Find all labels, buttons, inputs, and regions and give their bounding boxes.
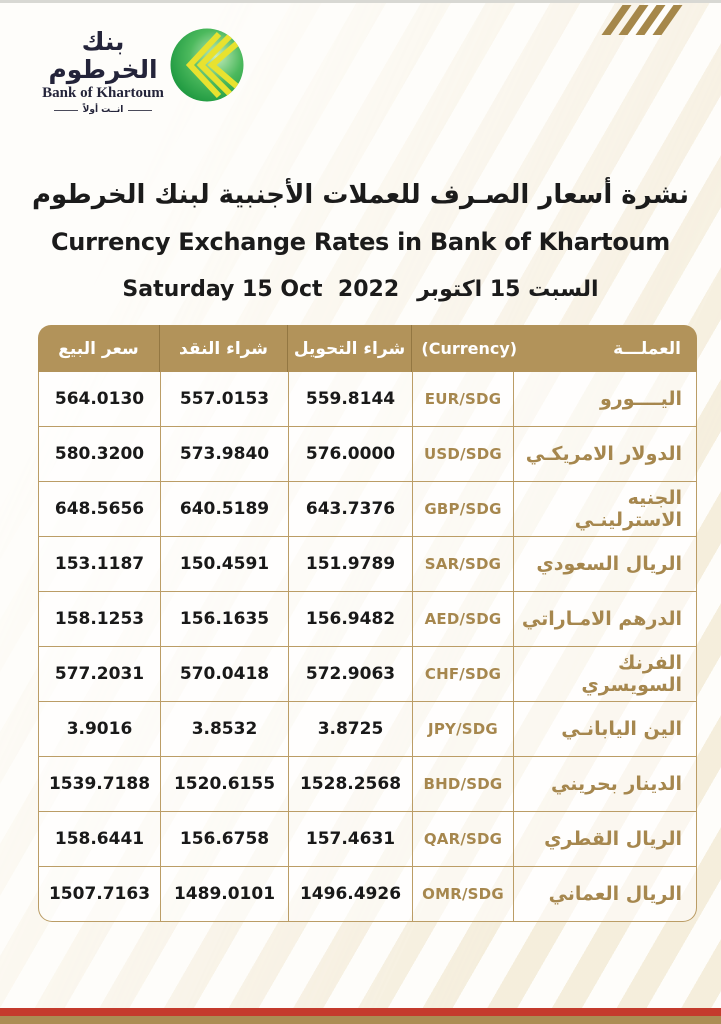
currency-pair-code: SAR/SDG — [413, 537, 514, 591]
column-header-cash-buy: شراء النقد — [160, 325, 288, 372]
bank-name-arabic: بنك الخرطوم — [48, 27, 158, 84]
rate-row: 580.3200 573.9840 576.0000 USD/SDG الدول… — [39, 427, 696, 482]
bank-logo-sphere-icon — [170, 28, 244, 106]
rate-row: 153.1187 150.4591 151.9789 SAR/SDG الريا… — [39, 537, 696, 592]
currency-pair-code: EUR/SDG — [413, 372, 514, 426]
cash-buy-value: 3.8532 — [161, 702, 289, 756]
date-arabic: السبت 15 اكتوبر — [417, 277, 599, 302]
sell-price-value: 158.1253 — [39, 592, 161, 646]
rate-row: 577.2031 570.0418 572.9063 CHF/SDG الفرن… — [39, 647, 696, 702]
currency-name-arabic: اليــــورو — [599, 388, 682, 410]
currency-name-arabic: الجنيه الاسترلينـي — [574, 487, 682, 531]
sell-price-value: 580.3200 — [39, 427, 161, 481]
rate-row: 158.6441 156.6758 157.4631 QAR/SDG الريا… — [39, 812, 696, 867]
rate-row: 648.5656 640.5189 643.7376 GBP/SDG الجني… — [39, 482, 696, 537]
sell-price-value: 1507.7163 — [39, 867, 161, 921]
date-line: Saturday 15 Oct 2022 السبت 15 اكتوبر — [0, 277, 721, 302]
currency-pair-code: OMR/SDG — [413, 867, 514, 921]
transfer-buy-value: 643.7376 — [289, 482, 413, 536]
sell-price-value: 153.1187 — [39, 537, 161, 591]
column-header-sell-price: سعر البيع — [38, 325, 160, 372]
currency-header-arabic: العملـــة — [613, 338, 681, 359]
currency-name-arabic: الدولار الامريكـي — [525, 443, 682, 465]
bank-tagline: انــت أولاً — [40, 105, 166, 115]
tagline-dash — [53, 109, 78, 111]
transfer-buy-value: 572.9063 — [289, 647, 413, 701]
sell-price-value: 1539.7188 — [39, 757, 161, 811]
currency-header-english: (Currency) — [421, 339, 518, 358]
currency-name-arabic: الدرهم الامـاراتي — [521, 608, 682, 630]
transfer-buy-value: 576.0000 — [289, 427, 413, 481]
sell-price-value: 648.5656 — [39, 482, 161, 536]
cash-buy-value: 640.5189 — [161, 482, 289, 536]
currency-pair-code: QAR/SDG — [413, 812, 514, 866]
cash-buy-value: 1489.0101 — [161, 867, 289, 921]
sell-price-value: 158.6441 — [39, 812, 161, 866]
bank-logo-text: بنك الخرطوم Bank of Khartoum انــت أولاً — [40, 28, 166, 115]
cash-buy-value: 1520.6155 — [161, 757, 289, 811]
currency-pair-code: USD/SDG — [413, 427, 514, 481]
transfer-buy-value: 1528.2568 — [289, 757, 413, 811]
cash-buy-value: 156.6758 — [161, 812, 289, 866]
footer-gold-bar — [0, 1016, 721, 1024]
cash-buy-value: 156.1635 — [161, 592, 289, 646]
transfer-buy-value: 151.9789 — [289, 537, 413, 591]
cash-buy-value: 150.4591 — [161, 537, 289, 591]
tagline-text: انــت أولاً — [82, 105, 124, 115]
transfer-buy-value: 1496.4926 — [289, 867, 413, 921]
transfer-buy-value: 157.4631 — [289, 812, 413, 866]
title-english: Currency Exchange Rates in Bank of Khart… — [50, 228, 671, 256]
currency-pair-code: CHF/SDG — [413, 647, 514, 701]
currency-pair-code: JPY/SDG — [413, 702, 514, 756]
date-english: Saturday 15 Oct 2022 — [122, 277, 400, 302]
rates-table: سعر البيع شراء النقد شراء التحويل (Curre… — [38, 325, 697, 922]
sell-price-value: 577.2031 — [39, 647, 161, 701]
bank-name-english: Bank of Khartoum — [42, 85, 164, 101]
bank-logo: بنك الخرطوم Bank of Khartoum انــت أولاً — [40, 28, 244, 115]
transfer-buy-value: 559.8144 — [289, 372, 413, 426]
currency-name-arabic: الفرنك السويسري — [581, 652, 682, 696]
sell-price-value: 3.9016 — [39, 702, 161, 756]
title-arabic: نشرة أسعار الصـرف للعملات الأجنبية لبنك … — [31, 180, 690, 210]
currency-name-arabic: الريال العماني — [548, 883, 682, 905]
column-header-transfer-buy: شراء التحويل — [288, 325, 412, 372]
sell-price-value: 564.0130 — [39, 372, 161, 426]
rate-row: 1539.7188 1520.6155 1528.2568 BHD/SDG ال… — [39, 757, 696, 812]
rate-row: 3.9016 3.8532 3.8725 JPY/SDG الين اليابا… — [39, 702, 696, 757]
cash-buy-value: 570.0418 — [161, 647, 289, 701]
currency-name-arabic: الين اليابانـي — [561, 718, 682, 740]
currency-pair-code: BHD/SDG — [413, 757, 514, 811]
currency-name-arabic: الدينار بحريني — [551, 773, 682, 795]
top-edge-line — [0, 0, 721, 3]
currency-pair-code: AED/SDG — [413, 592, 514, 646]
currency-pair-code: GBP/SDG — [413, 482, 514, 536]
cash-buy-value: 573.9840 — [161, 427, 289, 481]
transfer-buy-value: 156.9482 — [289, 592, 413, 646]
rates-table-body: 564.0130 557.0153 559.8144 EUR/SDG اليــ… — [38, 372, 697, 922]
corner-stripes-decoration — [601, 5, 683, 35]
cash-buy-value: 557.0153 — [161, 372, 289, 426]
rate-row: 564.0130 557.0153 559.8144 EUR/SDG اليــ… — [39, 372, 696, 427]
column-header-currency: (Currency) العملـــة — [412, 325, 697, 372]
transfer-buy-value: 3.8725 — [289, 702, 413, 756]
rates-table-header: سعر البيع شراء النقد شراء التحويل (Curre… — [38, 325, 697, 372]
rate-row: 1507.7163 1489.0101 1496.4926 OMR/SDG ال… — [39, 867, 696, 921]
currency-name-arabic: الريال القطري — [544, 828, 682, 850]
currency-name-arabic: الريال السعودي — [536, 553, 682, 575]
rate-row: 158.1253 156.1635 156.9482 AED/SDG الدره… — [39, 592, 696, 647]
footer-red-bar — [0, 1008, 721, 1016]
tagline-dash — [128, 109, 153, 111]
